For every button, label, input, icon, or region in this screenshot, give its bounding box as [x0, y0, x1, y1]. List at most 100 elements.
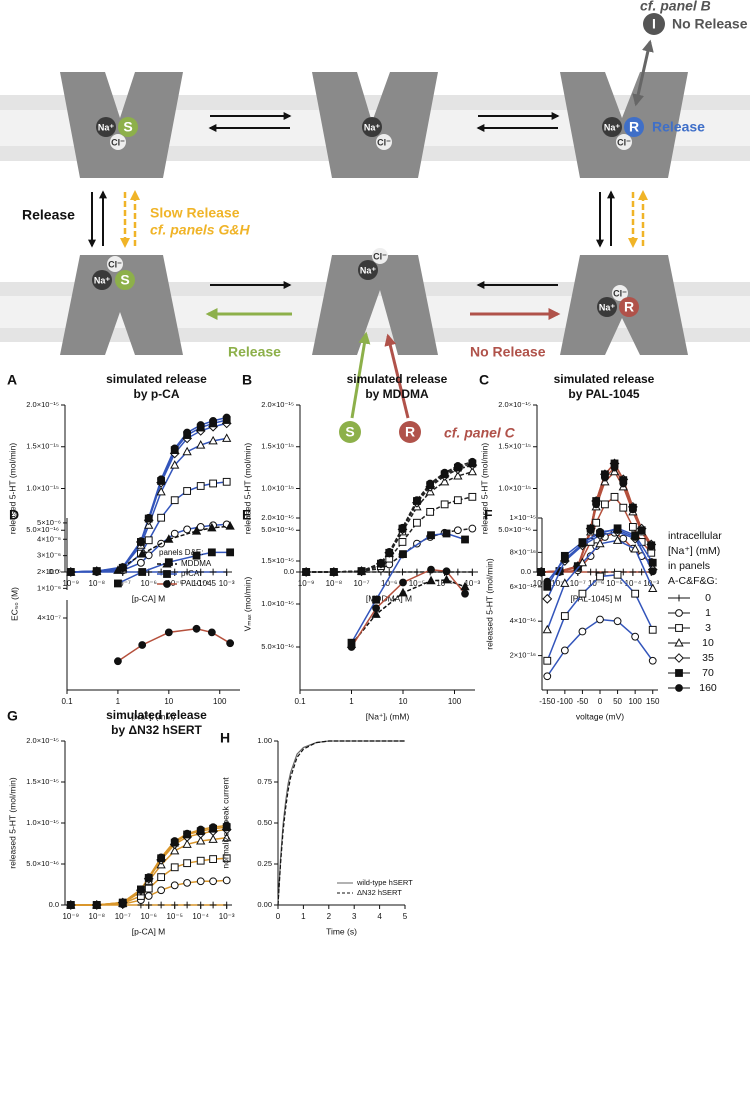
x-tick-label: 10⁻⁹: [62, 579, 79, 588]
x-tick-label: 150: [646, 697, 660, 706]
legend-label: wild-type hSERT: [356, 878, 413, 887]
marker: [197, 901, 205, 909]
marker: [196, 877, 205, 886]
marker: [442, 529, 451, 538]
x-axis-label: [Na⁺]ᵢ (mM): [132, 711, 176, 721]
marker: [440, 468, 449, 477]
marker: [675, 684, 683, 692]
marker: [144, 536, 153, 545]
x-tick-label: 1: [301, 912, 306, 921]
marker: [222, 854, 231, 863]
y-tick-label: 1.5×10⁻¹⁵: [26, 442, 59, 451]
marker: [675, 669, 683, 677]
chart-title: simulated release: [106, 708, 207, 722]
x-tick-label: 10: [164, 697, 173, 706]
chart-title: simulated release: [347, 372, 448, 386]
marker: [192, 624, 201, 633]
reference-label: cf. panels G&H: [150, 222, 250, 238]
x-tick-label: 10⁻⁶: [381, 579, 397, 588]
reference-label: cf. panel C: [444, 425, 516, 441]
marker: [610, 463, 619, 472]
x-axis-label: [Na⁺]ᵢ (mM): [366, 711, 410, 721]
x-tick-label: 10⁻⁵: [409, 579, 425, 588]
marker: [163, 570, 171, 578]
marker: [413, 518, 421, 527]
x-tick-label: 10⁻⁵: [606, 579, 622, 588]
marker: [144, 873, 153, 882]
y-tick-label: 5×10⁻⁶: [37, 518, 61, 527]
chloride-ion: [107, 256, 123, 272]
substrate: [339, 421, 361, 443]
panel-letter: F: [484, 507, 493, 523]
legend-title: A-C&F&G:: [668, 575, 718, 587]
legend-title: panels D&E:: [159, 548, 203, 557]
chloride-ion: [110, 134, 126, 150]
ion-label: Cl⁻: [108, 259, 122, 269]
marker: [413, 568, 421, 576]
marker: [170, 496, 179, 505]
marker: [543, 672, 552, 681]
marker: [209, 901, 217, 909]
ion-label: Na⁺: [364, 122, 381, 132]
y-tick-label: 1×10⁻⁶: [37, 583, 61, 592]
marker: [144, 513, 153, 522]
marker: [399, 550, 407, 559]
marker: [441, 574, 452, 584]
series-line: [350, 568, 466, 648]
inhibitor-label: I: [652, 16, 656, 32]
marker: [468, 524, 477, 533]
x-tick-label: 10⁻⁹: [533, 579, 550, 588]
x-tick-label: 1: [116, 697, 121, 706]
marker: [427, 565, 435, 574]
y-tick-label: 3×10⁻⁶: [37, 551, 61, 560]
marker: [137, 885, 145, 894]
y-axis-label: released 5-HT (mol/min): [7, 443, 17, 535]
marker: [347, 643, 356, 651]
legend-label: 0: [705, 592, 711, 604]
marker: [209, 568, 217, 576]
marker: [183, 878, 192, 887]
marker: [648, 583, 658, 593]
x-tick-label: 10⁻⁸: [89, 579, 106, 588]
legend-label: 10: [702, 637, 714, 649]
marker: [613, 617, 622, 626]
marker: [628, 505, 637, 514]
releaser: [624, 117, 644, 137]
chart-title: by PAL-1045: [568, 387, 639, 401]
substrate: [118, 117, 138, 137]
x-tick-label: 10⁻⁵: [166, 912, 182, 921]
transporter-outward: [560, 72, 688, 178]
marker: [197, 568, 205, 576]
x-tick-label: 4: [377, 912, 382, 921]
no-release-label: No Release: [672, 16, 748, 32]
marker: [144, 892, 153, 900]
y-tick-label: 1.5×10⁻¹⁵: [498, 442, 531, 451]
y-tick-label: 5.0×10⁻¹⁶: [261, 642, 294, 651]
marker: [183, 428, 192, 437]
marker: [453, 462, 462, 470]
marker: [647, 542, 656, 551]
x-tick-label: 100: [448, 697, 462, 706]
marker: [156, 486, 166, 496]
x-tick-label: -50: [577, 697, 589, 706]
marker: [138, 568, 147, 576]
marker: [631, 533, 640, 541]
marker: [442, 567, 451, 576]
y-axis-label: normalized peak current: [220, 777, 230, 869]
y-tick-label: 0.0: [49, 900, 59, 909]
ion-label: Na⁺: [94, 275, 111, 285]
marker: [226, 548, 235, 557]
x-axis-label: voltage (mV): [576, 711, 624, 721]
diagram: Cl⁻ Na⁺ S Cl⁻ Na⁺ Cl⁻ Na⁺ R Release I No…: [0, 0, 750, 443]
releaser-label: R: [629, 119, 639, 135]
y-tick-label: 4×10⁻¹⁶: [510, 616, 536, 625]
marker: [675, 624, 683, 632]
marker: [329, 568, 338, 576]
chart-title: by MDDMA: [365, 387, 429, 401]
marker: [183, 487, 192, 495]
marker: [157, 886, 166, 895]
marker: [601, 473, 609, 482]
y-tick-label: 5.0×10⁻¹⁶: [261, 525, 294, 534]
